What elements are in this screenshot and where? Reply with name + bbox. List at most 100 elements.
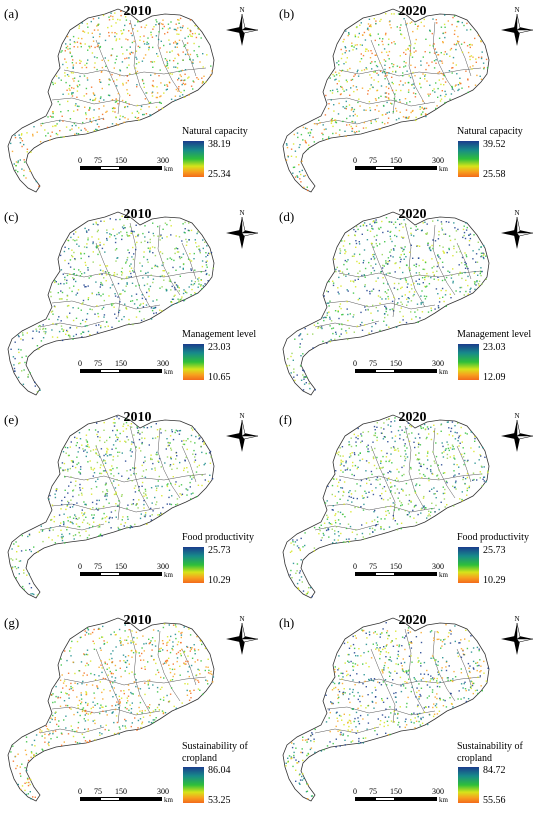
scale-unit: km: [164, 796, 173, 804]
scale-tick-0: 0: [353, 156, 357, 165]
scale-unit: km: [164, 571, 173, 579]
north-arrow: N: [499, 6, 535, 46]
scale-tick-0: 0: [78, 562, 82, 571]
compass-icon: [501, 419, 534, 452]
north-label: N: [239, 615, 245, 623]
compass-icon: [501, 216, 534, 249]
legend-title: Management level: [182, 329, 257, 340]
panel-year: 2020: [398, 207, 427, 222]
scale-tick-300: 300: [157, 156, 169, 165]
panel-letter: (d): [279, 209, 295, 224]
province-outline: [7, 617, 215, 802]
north-arrow: N: [224, 209, 260, 249]
compass-icon: [226, 419, 259, 452]
panel-letter: (c): [4, 209, 19, 224]
cropland-pixels: [286, 216, 487, 391]
map-panel-a: (a) 2010 N Natural capacity 38.19 25.34 …: [0, 0, 275, 203]
scale-unit: km: [439, 796, 448, 804]
north-label: N: [514, 209, 520, 217]
county-borders: [39, 19, 207, 125]
legend-color-ramp: [458, 344, 479, 380]
legend-min-value: 25.34: [208, 169, 231, 180]
province-map: [7, 8, 215, 193]
province-outline: [282, 211, 490, 396]
province-outline: [7, 8, 215, 193]
province-outline: [7, 414, 215, 599]
scale-tick-0: 0: [353, 562, 357, 571]
map-panel-h: (h) 2020 N Sustainability of cropland 84…: [275, 609, 550, 812]
scale-tick-150: 150: [115, 156, 127, 165]
cropland-pixels: [285, 13, 489, 192]
scale-unit: km: [164, 165, 173, 173]
north-label: N: [514, 412, 520, 420]
legend-color-ramp: [183, 344, 204, 380]
panel-letter: (a): [4, 6, 19, 21]
county-borders: [314, 425, 482, 531]
scale-tick-300: 300: [157, 359, 169, 368]
legend-title: Sustainability of cropland: [457, 741, 523, 764]
legend-max-value: 23.03: [483, 342, 506, 353]
legend-title: Sustainability of cropland: [182, 741, 248, 764]
north-label: N: [239, 412, 245, 420]
scale-tick-0: 0: [78, 787, 82, 796]
panel-letter: (g): [4, 615, 20, 630]
scale-tick-0: 0: [353, 787, 357, 796]
map-panel-b: (b) 2020 N Natural capacity 39.52 25.58 …: [275, 0, 550, 203]
cropland-pixels: [10, 623, 215, 800]
north-arrow: N: [499, 412, 535, 452]
north-label: N: [514, 6, 520, 14]
legend-title: Management level: [457, 329, 532, 340]
county-borders: [39, 222, 207, 328]
legend-max-value: 84.72: [483, 765, 506, 776]
map-panel-e: (e) 2010 N Food productivity 25.73 10.29…: [0, 406, 275, 609]
panel-year: 2010: [123, 613, 152, 628]
legend-max-value: 86.04: [208, 765, 231, 776]
map-panel-d: (d) 2020 N Management level 23.03 12.09 …: [275, 203, 550, 406]
legend-color-ramp: [458, 141, 479, 177]
province-map: [282, 8, 490, 193]
legend-min-value: 10.65: [208, 372, 231, 383]
scale-tick-0: 0: [78, 156, 82, 165]
legend-max-value: 25.73: [483, 545, 506, 556]
legend-max-value: 25.73: [208, 545, 231, 556]
province-map: [7, 211, 215, 396]
scale-tick-300: 300: [432, 359, 444, 368]
north-arrow: N: [224, 6, 260, 46]
scale-unit: km: [439, 368, 448, 376]
north-label: N: [514, 615, 520, 623]
panel-letter: (h): [279, 615, 295, 630]
north-label: N: [239, 209, 245, 217]
scale-tick-300: 300: [432, 787, 444, 796]
compass-icon: [501, 622, 534, 655]
panel-letter: (e): [4, 412, 19, 427]
cropland-pixels: [285, 621, 489, 800]
legend-min-value: 10.29: [483, 575, 506, 586]
scale-tick-150: 150: [390, 787, 402, 796]
legend-max-value: 23.03: [208, 342, 231, 353]
scale-tick-75: 75: [369, 787, 377, 796]
province-map: [7, 617, 215, 802]
legend-color-ramp: [183, 547, 204, 583]
scale-tick-150: 150: [115, 359, 127, 368]
scale-tick-300: 300: [157, 787, 169, 796]
legend-color-ramp: [183, 141, 204, 177]
cropland-pixels: [10, 416, 214, 596]
legend-color-ramp: [183, 767, 204, 803]
scale-unit: km: [439, 165, 448, 173]
compass-icon: [226, 13, 259, 46]
legend-color-ramp: [458, 767, 479, 803]
scale-tick-150: 150: [390, 562, 402, 571]
scale-tick-150: 150: [115, 562, 127, 571]
legend-min-value: 12.09: [483, 372, 506, 383]
scale-tick-300: 300: [432, 156, 444, 165]
north-arrow: N: [499, 209, 535, 249]
scale-tick-75: 75: [94, 156, 102, 165]
compass-icon: [226, 216, 259, 249]
legend-title: Food productivity: [457, 532, 529, 543]
province-outline: [282, 8, 490, 193]
panel-letter: (b): [279, 6, 295, 21]
north-label: N: [239, 6, 245, 14]
panel-year: 2020: [398, 410, 427, 425]
cropland-pixels: [289, 417, 489, 598]
scale-tick-75: 75: [369, 359, 377, 368]
